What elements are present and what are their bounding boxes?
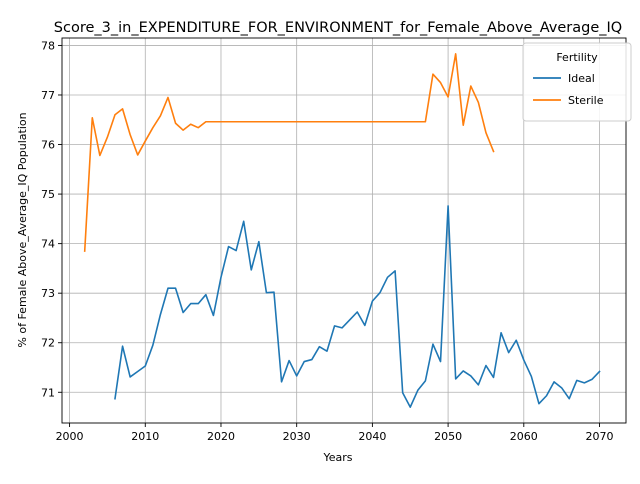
x-tick-label: 2070	[586, 430, 614, 443]
legend-box	[522, 42, 632, 122]
x-tick-label: 2020	[207, 430, 235, 443]
x-tick-label: 2050	[434, 430, 462, 443]
x-tick-label: 2060	[510, 430, 538, 443]
y-tick-label: 75	[41, 188, 55, 201]
x-tick-label: 2040	[358, 430, 386, 443]
legend-label-ideal: Ideal	[568, 72, 595, 85]
x-axis-label: Years	[322, 451, 352, 464]
series-line-ideal	[114, 205, 601, 408]
y-tick-label: 78	[41, 39, 55, 52]
legend: Fertility Ideal Sterile	[522, 42, 632, 122]
plot-area: 2000 2010 2020 2030 2040 2050 2060 2070 71 72 73 74…	[41, 37, 627, 443]
x-tick-label: 2000	[56, 430, 84, 443]
legend-label-sterile: Sterile	[568, 94, 604, 107]
y-tick-label: 74	[41, 238, 55, 251]
y-tick-label: 76	[41, 139, 55, 152]
legend-title: Fertility	[556, 51, 598, 64]
series-line-sterile	[83, 53, 495, 252]
chart-title: Score_3_in_EXPENDITURE_FOR_ENVIRONMENT_f…	[54, 20, 622, 36]
y-tick-label: 73	[41, 287, 55, 300]
y-tick-label: 71	[41, 386, 55, 399]
plot-frame	[61, 37, 627, 424]
y-tick-label: 77	[41, 89, 55, 102]
x-tick-label: 2030	[283, 430, 311, 443]
x-tick-label: 2010	[131, 430, 159, 443]
y-axis-label: % of Female Above_Average_IQ Population	[16, 112, 29, 347]
y-tick-label: 72	[41, 337, 55, 350]
